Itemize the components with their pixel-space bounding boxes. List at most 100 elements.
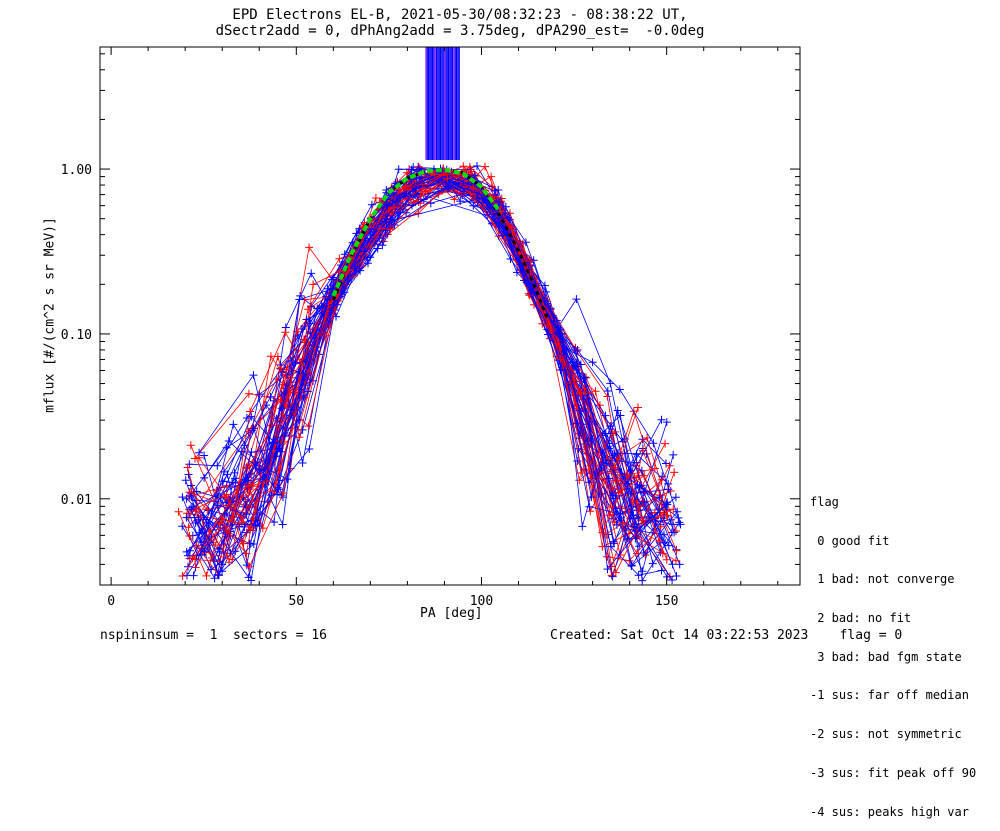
data-point bbox=[178, 493, 187, 502]
data-point bbox=[487, 172, 496, 181]
data-point bbox=[208, 553, 216, 562]
data-point bbox=[657, 415, 666, 424]
data-point bbox=[224, 437, 233, 445]
data-point bbox=[281, 328, 290, 337]
data-point bbox=[244, 389, 253, 398]
x-tick-label: 100 bbox=[470, 594, 493, 609]
data-point bbox=[332, 312, 340, 321]
data-point bbox=[233, 486, 242, 495]
data-point bbox=[294, 368, 303, 377]
data-point bbox=[670, 528, 679, 537]
data-point bbox=[403, 185, 412, 194]
data-point bbox=[383, 211, 392, 220]
data-point bbox=[606, 379, 615, 388]
data-point bbox=[218, 560, 226, 569]
data-point bbox=[185, 460, 194, 469]
x-tick-label: 150 bbox=[655, 594, 678, 609]
data-point bbox=[184, 562, 192, 571]
data-point bbox=[282, 365, 291, 374]
data-point bbox=[494, 186, 503, 194]
data-point bbox=[189, 571, 198, 580]
data-point bbox=[287, 357, 296, 365]
data-point bbox=[443, 174, 452, 183]
data-point bbox=[495, 198, 504, 207]
data-point bbox=[273, 352, 282, 361]
data-point bbox=[305, 445, 314, 453]
profile-line bbox=[203, 177, 681, 525]
data-point bbox=[556, 355, 565, 364]
data-point bbox=[295, 415, 304, 424]
data-point bbox=[632, 450, 641, 459]
legend-item: 1 bad: not converge bbox=[810, 572, 955, 587]
data-point bbox=[222, 525, 231, 534]
data-point bbox=[402, 168, 411, 177]
data-point bbox=[526, 257, 535, 266]
profile-line bbox=[189, 188, 671, 577]
data-point bbox=[249, 540, 258, 548]
data-point bbox=[200, 547, 209, 556]
data-point bbox=[634, 571, 643, 580]
data-point bbox=[665, 461, 674, 470]
data-point bbox=[275, 444, 284, 453]
data-point bbox=[481, 162, 489, 171]
data-point bbox=[583, 437, 592, 446]
data-point bbox=[335, 267, 344, 276]
data-point bbox=[251, 458, 260, 467]
y-tick-label: 0.10 bbox=[61, 328, 92, 343]
data-point bbox=[277, 404, 286, 413]
data-point bbox=[183, 509, 192, 518]
data-point bbox=[465, 162, 474, 171]
data-point bbox=[618, 519, 627, 528]
data-point bbox=[213, 501, 222, 510]
data-point bbox=[544, 320, 553, 329]
data-point bbox=[327, 275, 336, 284]
data-point bbox=[473, 162, 481, 170]
data-point bbox=[638, 516, 647, 525]
data-point bbox=[632, 527, 641, 535]
data-point bbox=[200, 473, 209, 482]
data-point bbox=[573, 419, 582, 428]
data-point bbox=[430, 170, 439, 179]
data-point bbox=[603, 387, 612, 395]
data-point bbox=[672, 572, 681, 580]
data-point bbox=[249, 424, 258, 433]
y-tick-label: 0.01 bbox=[61, 493, 92, 508]
data-point bbox=[623, 534, 632, 543]
data-point bbox=[609, 537, 618, 546]
data-point bbox=[174, 507, 183, 516]
data-point bbox=[309, 280, 318, 289]
data-point bbox=[247, 412, 256, 421]
data-point bbox=[459, 162, 468, 171]
data-point bbox=[638, 567, 647, 576]
data-point bbox=[541, 287, 550, 296]
legend-item: 2 bad: no fit bbox=[810, 610, 912, 625]
data-point bbox=[185, 546, 194, 555]
data-point bbox=[498, 231, 507, 240]
data-point bbox=[668, 560, 677, 569]
profile-curves bbox=[174, 162, 685, 585]
data-point bbox=[591, 387, 600, 396]
data-point bbox=[183, 551, 192, 560]
data-point bbox=[302, 315, 311, 324]
data-point bbox=[656, 522, 665, 531]
data-point bbox=[662, 555, 671, 564]
data-point bbox=[572, 295, 581, 304]
data-point bbox=[373, 244, 382, 253]
data-point bbox=[604, 474, 613, 483]
data-point bbox=[222, 490, 231, 499]
data-point bbox=[183, 463, 192, 472]
legend-item: -2 sus: not symmetric bbox=[810, 727, 962, 742]
data-point bbox=[278, 520, 287, 529]
data-point bbox=[267, 421, 276, 430]
data-point bbox=[671, 493, 680, 502]
profile-line bbox=[198, 174, 681, 565]
data-point bbox=[186, 441, 195, 450]
data-point bbox=[247, 448, 256, 457]
data-point bbox=[326, 308, 334, 317]
data-point bbox=[606, 542, 615, 551]
data-point bbox=[306, 328, 315, 337]
data-point bbox=[521, 238, 530, 247]
data-point bbox=[669, 505, 678, 514]
data-point bbox=[657, 566, 666, 575]
green-fit-line bbox=[331, 167, 502, 297]
